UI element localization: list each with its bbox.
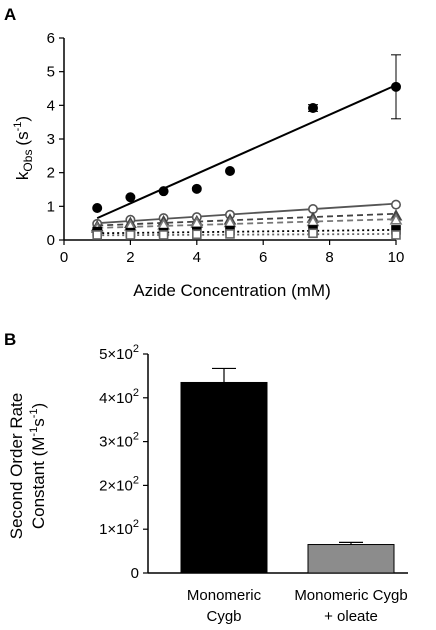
x-tick-label: 2: [126, 249, 134, 266]
category-label-line1: Monomeric: [187, 587, 262, 604]
data-point-series-1: [225, 165, 236, 176]
y-tick-mantissa: 1×10: [99, 521, 133, 538]
panel-b-y-title-line1: Second Order Rate: [7, 393, 26, 539]
x-tick-label: 6: [259, 249, 267, 266]
bar-1: [180, 381, 268, 574]
fit-line-series-5: [97, 229, 397, 235]
y-title-sup: -1: [12, 122, 24, 132]
panel-a-data: [90, 54, 403, 240]
data-point-series-2: [390, 199, 401, 210]
y-tick-mantissa: 4×10: [99, 390, 133, 407]
y-tick-label: 0: [47, 232, 55, 249]
data-point-series-6: [125, 230, 136, 240]
y-title-sub: Obs: [21, 150, 35, 172]
y-tick-label: 3: [47, 131, 55, 148]
category-label-line2: Cygb: [206, 608, 241, 625]
y-tick-label: 4: [47, 97, 55, 114]
data-point-series-1: [191, 183, 202, 194]
x-tick-label: 4: [193, 249, 201, 266]
fit-line-series-2: [97, 202, 397, 225]
y-tick-mantissa: 3×10: [99, 434, 133, 451]
data-point-series-6: [308, 228, 318, 239]
fit-line-series-1: [96, 84, 397, 220]
y-tick-label: 6: [47, 30, 55, 47]
panel-a-y-axis-title: kObs (s-1): [12, 116, 35, 180]
y-tick-exponent: 2: [133, 431, 139, 443]
x-tick-label: 8: [325, 249, 333, 266]
panel-a-letter: A: [4, 5, 16, 24]
y-tick-label: 1×102: [99, 518, 139, 538]
x-tick-label: 0: [60, 249, 68, 266]
data-point-series-6: [192, 229, 202, 240]
panel-b-data: Monomeric Cygb Monomeric Cygb + oleate: [180, 367, 408, 625]
y-tick-label: 0: [131, 565, 139, 582]
data-point-series-4: [389, 213, 403, 225]
panel-a-axes: 0 2 4 6 8 10 0 1 2 3 4 5 6: [47, 30, 405, 266]
y-title-close: ): [13, 116, 32, 122]
data-point-series-6: [225, 229, 235, 239]
y-tick-label: 5×102: [99, 343, 139, 363]
y-tick-mantissa: 2×10: [99, 477, 133, 494]
fit-line-series-6: [97, 233, 397, 237]
x-tick-label: 10: [388, 249, 405, 266]
data-point-series-1: [92, 203, 103, 214]
panel-a: A 0 2 4 6 8 10 0 1 2 3 4 5 6 Azide Concentration (mM…: [4, 5, 404, 300]
bar-2: [307, 544, 395, 574]
y-tick-label: 2×102: [99, 474, 139, 494]
y-tick-label: 3×102: [99, 431, 139, 451]
data-point-series-6: [158, 230, 169, 240]
y-tick-label: 1: [47, 198, 55, 215]
category-label-line1: Monomeric Cygb: [294, 587, 407, 604]
data-point-series-6: [92, 230, 102, 240]
y-tick-mantissa: 5×10: [99, 346, 133, 363]
y-tick-exponent: 2: [133, 518, 139, 530]
data-point-series-1: [307, 103, 318, 114]
y-tick-label: 5: [47, 64, 55, 81]
y-tick-exponent: 2: [133, 343, 139, 355]
category-label-line2: + oleate: [324, 608, 378, 625]
y-tick-label: 4×102: [99, 387, 139, 407]
y-tick-exponent: 2: [133, 387, 139, 399]
y-title-unit: (s: [13, 131, 32, 145]
panel-a-x-axis-title: Azide Concentration (mM): [133, 281, 330, 300]
y-title-k: k: [13, 171, 32, 180]
data-point-series-1: [390, 81, 401, 92]
y-tick-exponent: 2: [133, 474, 139, 486]
data-point-series-1: [158, 186, 169, 197]
panel-b-letter: B: [4, 330, 16, 349]
y-tick-label: 2: [47, 165, 55, 182]
data-point-series-6: [391, 230, 401, 240]
data-point-series-1: [125, 192, 136, 203]
panel-b-y-title-line2: Constant (M-1s-1): [28, 403, 48, 529]
